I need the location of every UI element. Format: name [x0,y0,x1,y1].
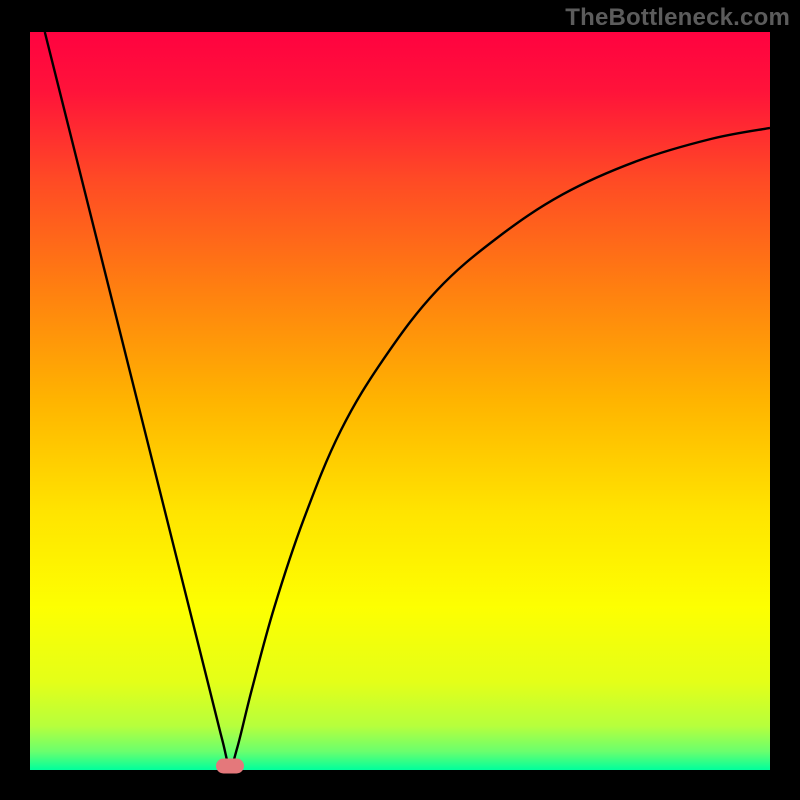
bottleneck-curve [0,0,800,800]
minimum-marker [216,759,244,774]
curve-path [45,32,770,766]
chart-frame: TheBottleneck.com [0,0,800,800]
